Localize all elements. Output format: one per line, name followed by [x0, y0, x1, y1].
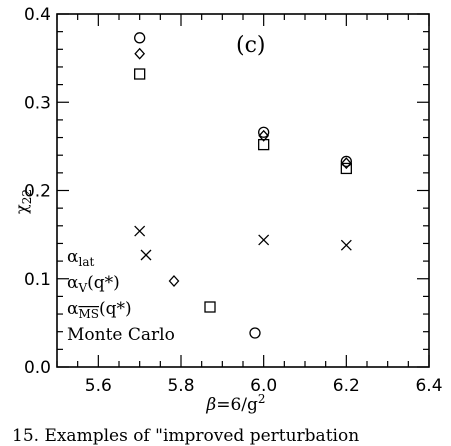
- axis-ticks: [56, 13, 430, 368]
- tick-labels: 5.6 5.8 6.0 6.2 6.4 0.0 0.1 0.2 0.3 0.4: [24, 5, 443, 396]
- point-diamond: [340, 157, 352, 170]
- y-tick-label: 0.4: [24, 5, 51, 25]
- legend: αlat αV(q*) αMS(q*) Monte Carlo: [67, 247, 261, 345]
- cross-stroke: [258, 234, 270, 246]
- point-square: [134, 68, 146, 80]
- data-marks: [134, 32, 352, 251]
- x-tick-label: 5.8: [167, 376, 194, 396]
- legend-marker-square: [204, 301, 216, 313]
- x-tick-label: 5.6: [85, 376, 112, 396]
- y-tick-label: 0.3: [24, 93, 51, 113]
- x-tick-label: 6.0: [250, 376, 277, 396]
- cross-stroke: [134, 225, 146, 237]
- y-tick-label: 0.2: [24, 182, 51, 202]
- point-circle: [258, 126, 270, 138]
- legend-label-diamond: αV(q*): [67, 273, 120, 295]
- point-circle: [340, 155, 352, 168]
- legend-label-square: αMS(q*): [67, 299, 132, 321]
- x-tick-label: 6.2: [333, 376, 360, 396]
- legend-marker-diamond: [168, 275, 180, 287]
- point-diamond: [134, 47, 146, 60]
- x-axis-label: β=6/g2: [205, 392, 265, 415]
- legend-label-cross: αlat: [67, 247, 94, 269]
- legend-label-circle: Monte Carlo: [67, 325, 175, 345]
- point-cross: [134, 225, 146, 237]
- legend-marker-circle: [249, 327, 261, 339]
- point-square: [340, 162, 352, 175]
- y-tick-label: 0.0: [24, 358, 51, 378]
- cross-stroke: [340, 239, 352, 251]
- point-diamond: [258, 129, 270, 142]
- y-axis-label: χ22: [12, 189, 34, 214]
- x-tick-label: 6.4: [415, 376, 442, 396]
- point-cross: [340, 239, 352, 251]
- point-cross: [258, 234, 270, 246]
- point-square: [258, 138, 270, 151]
- cross-stroke: [140, 249, 152, 261]
- panel-label: (c): [236, 33, 266, 58]
- legend-marker-cross: [140, 249, 152, 261]
- point-circle: [134, 32, 146, 44]
- y-tick-label: 0.1: [24, 270, 51, 290]
- figure-caption: 15. Examples of "improved perturbation: [12, 426, 360, 446]
